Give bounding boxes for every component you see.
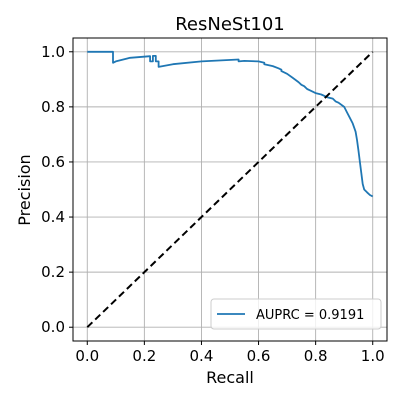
legend: AUPRC = 0.9191 <box>210 298 382 330</box>
legend-label-auprc: AUPRC = 0.9191 <box>256 308 364 323</box>
legend-box <box>210 298 382 330</box>
plot-frame <box>72 37 388 342</box>
x-tick-label: 1.0 <box>361 347 385 365</box>
y-axis-label: Precision <box>15 154 34 225</box>
grid <box>73 38 387 341</box>
y-tick-label: 1.0 <box>41 43 65 61</box>
chance-diagonal-line <box>86 51 374 328</box>
pr-curve-line <box>87 50 374 198</box>
y-tick-label: 0.2 <box>41 263 65 281</box>
x-tick-label: 0.8 <box>304 347 328 365</box>
y-tick-label: 0.0 <box>41 318 65 336</box>
y-tick-label: 0.4 <box>41 208 65 226</box>
y-tick-label: 0.6 <box>41 153 65 171</box>
axis-ticks: 0.0 0.2 0.4 0.6 0.8 1.0 0.0 0.2 0.4 0.6 0.8 1.0 <box>41 43 385 365</box>
x-tick-label: 0.6 <box>247 347 271 365</box>
x-tick-label: 0.4 <box>190 347 214 365</box>
x-tick-label: 0.0 <box>75 347 99 365</box>
y-tick-label: 0.8 <box>41 98 65 116</box>
x-axis-label: Recall <box>206 368 254 387</box>
plot-series <box>86 50 374 328</box>
chart-title: ResNeSt101 <box>175 14 285 35</box>
x-tick-label: 0.2 <box>132 347 156 365</box>
